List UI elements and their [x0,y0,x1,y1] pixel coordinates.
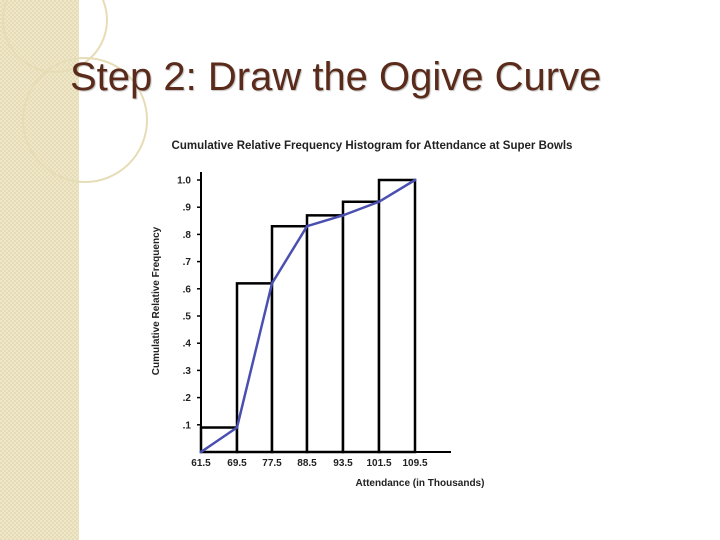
ogive-point [305,224,309,228]
slide-title: Step 2: Draw the Ogive Curve [70,55,602,99]
y-tick-label: .6 [183,284,192,295]
histogram-bar [377,178,417,454]
ogive-point [199,450,203,454]
ogive-histogram-chart: Cumulative Relative Frequency Histogram … [151,140,573,489]
y-tick-label: .9 [183,203,192,214]
x-tick-label: 93.5 [333,458,353,469]
ogive-point [341,213,345,217]
y-axis-label: Cumulative Relative Frequency [151,226,162,375]
decorative-circle [2,0,108,73]
histogram-bar [270,224,309,454]
histogram-bar [341,200,381,454]
x-tick-label: 69.5 [227,458,247,469]
y-tick-label: .1 [183,420,192,431]
y-tick-label: .4 [183,339,192,350]
decorative-circle [22,57,148,183]
ogive-point [413,178,417,182]
histogram-bar [305,214,345,454]
decorative-side-strip [0,0,79,540]
decorative-circles [2,0,148,183]
y-tick-label: .7 [183,257,192,268]
ogive-point [235,426,239,430]
chart-title: Cumulative Relative Frequency Histogram … [172,140,573,152]
y-tick-label: .2 [183,393,192,404]
ogive-point [377,200,381,204]
y-tick-label: 1.0 [177,176,191,187]
x-axis-label: Attendance (in Thousands) [356,478,485,489]
chart-container: Cumulative Relative Frequency Histogram … [135,115,610,500]
x-tick-label: 88.5 [297,458,317,469]
ogive-point [270,281,274,285]
plot-area: .1 .2 .3 .4 .5 .6 .7 .8 .9 1.0 61.5 69.5 77.5 88.5 93.… [177,172,451,469]
x-tick-label: 109.5 [402,458,427,469]
x-tick-label: 77.5 [262,458,282,469]
x-tick-label: 101.5 [366,458,391,469]
y-tick-label: .8 [183,230,192,241]
y-tick-label: .5 [183,312,192,323]
y-tick-label: .3 [183,366,192,377]
x-tick-label: 61.5 [191,458,211,469]
